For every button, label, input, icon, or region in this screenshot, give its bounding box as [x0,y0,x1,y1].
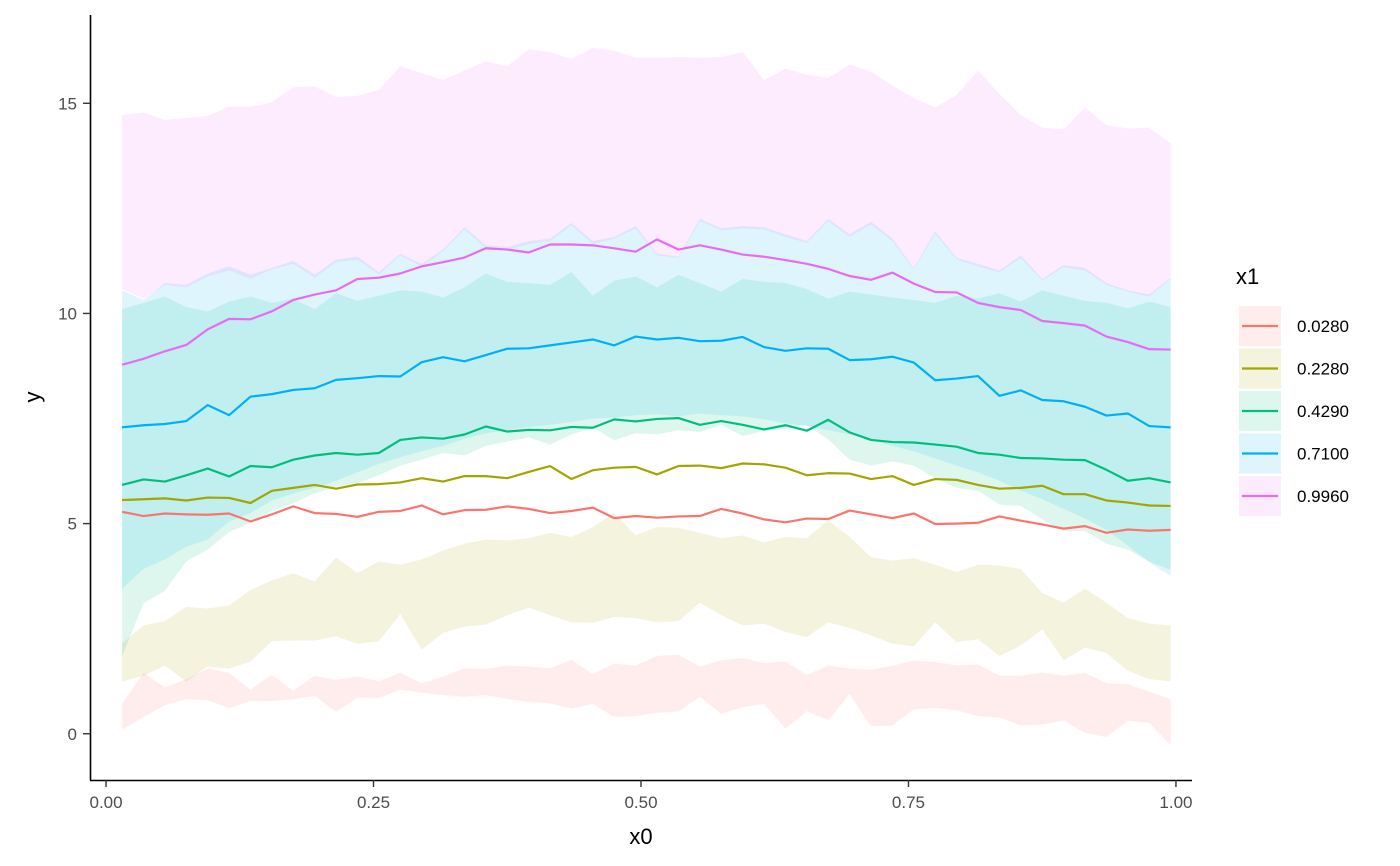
x-axis-title: x0 [629,824,652,849]
ribbon-series-2 [122,272,1171,656]
line-layer [121,238,1171,534]
ribbon-series-1 [122,513,1171,682]
line-series-1 [122,462,1171,508]
ribbon-series-3 [122,218,1171,589]
line-series-3 [121,335,1171,429]
y-tick-label: 5 [68,515,77,534]
y-tick-label: 15 [58,94,77,113]
ribbon-series-4 [122,47,1171,299]
legend-label: 0.4290 [1297,402,1349,421]
y-tick-label: 0 [68,725,77,744]
ribbon-layer [122,47,1171,746]
x-tick-label: 0.75 [892,793,925,812]
line-series-0 [121,504,1171,534]
legend-label: 0.7100 [1297,445,1349,464]
legend-items: 0.0280 0.2280 0.4290 0.7100 0.9960 [1239,306,1349,516]
legend-label: 0.9960 [1297,487,1349,506]
y-tick-label: 10 [58,304,77,323]
x-axis-ticks: 0.00 0.25 0.50 0.75 1.00 [90,780,1192,812]
y-axis-title: y [20,392,45,403]
ribbon-series-0 [122,654,1171,746]
x-tick-label: 0.00 [90,793,123,812]
line-series-2 [121,417,1171,486]
line-series-4 [121,238,1171,366]
legend-label: 0.0280 [1297,317,1349,336]
legend-title: x1 [1236,264,1259,289]
legend: x1 0.0280 0.2280 0.4290 0.7100 0.9960 [1236,264,1349,516]
y-axis-ticks: 0 5 10 15 [58,94,90,744]
legend-label: 0.2280 [1297,360,1349,379]
x-tick-label: 1.00 [1159,793,1192,812]
x-tick-label: 0.50 [624,793,657,812]
x-tick-label: 0.25 [357,793,390,812]
